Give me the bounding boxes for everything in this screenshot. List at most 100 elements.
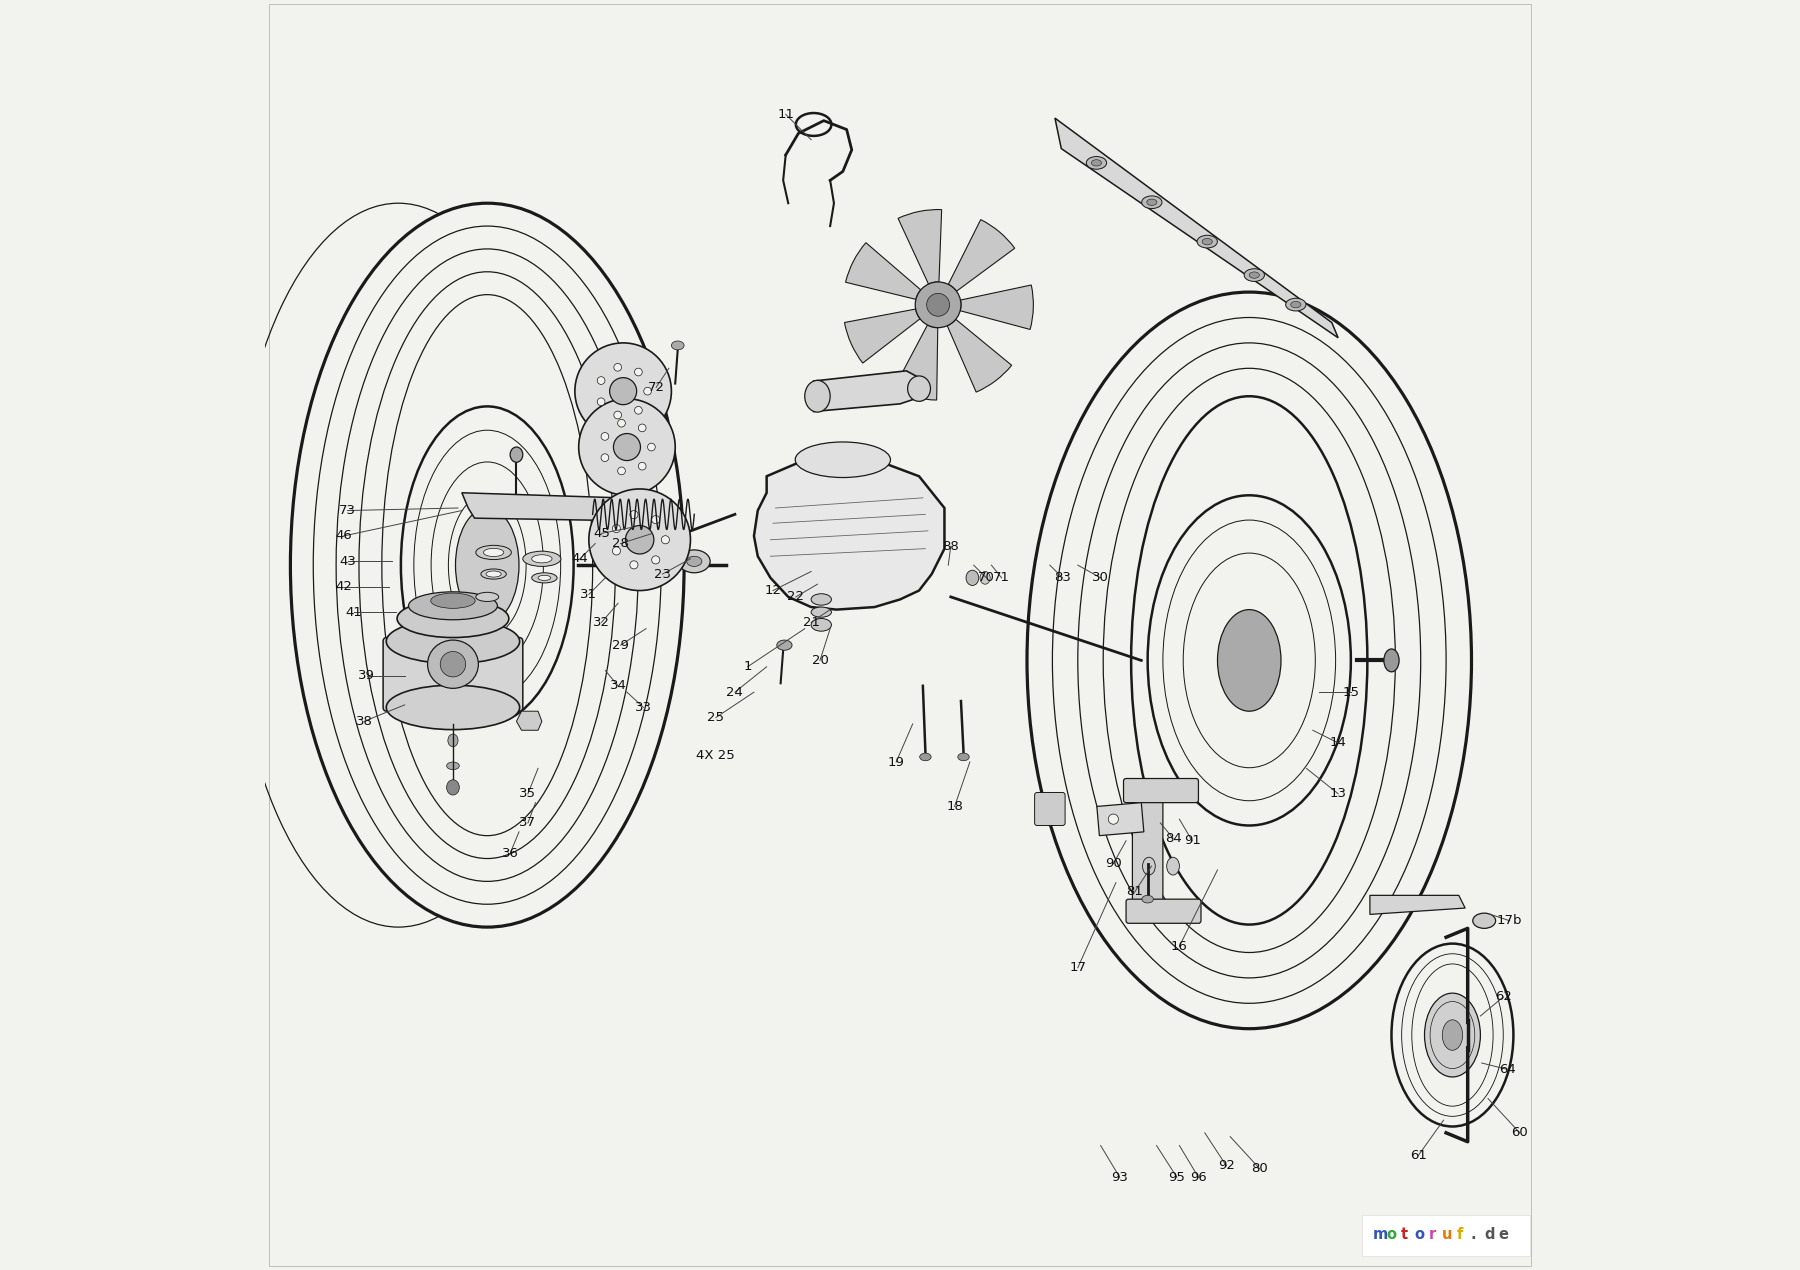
Ellipse shape — [531, 573, 558, 583]
Circle shape — [614, 411, 621, 419]
Text: 14: 14 — [1330, 737, 1346, 749]
Text: 36: 36 — [502, 847, 518, 860]
Text: 25: 25 — [707, 711, 724, 724]
Ellipse shape — [441, 652, 466, 677]
Ellipse shape — [1217, 610, 1282, 711]
Text: 13: 13 — [1330, 787, 1346, 800]
Circle shape — [648, 443, 655, 451]
Ellipse shape — [1291, 301, 1301, 307]
Text: 44: 44 — [572, 552, 589, 565]
Text: 24: 24 — [727, 686, 743, 699]
Ellipse shape — [448, 734, 457, 747]
Text: 64: 64 — [1499, 1063, 1516, 1076]
Ellipse shape — [387, 620, 520, 663]
Ellipse shape — [1028, 292, 1472, 1029]
Text: 4X 25: 4X 25 — [697, 749, 734, 762]
Text: u: u — [1442, 1227, 1453, 1242]
Text: 93: 93 — [1111, 1171, 1129, 1184]
FancyBboxPatch shape — [383, 638, 522, 711]
Polygon shape — [1096, 803, 1143, 836]
Ellipse shape — [1384, 649, 1399, 672]
Ellipse shape — [475, 592, 499, 602]
Circle shape — [644, 387, 652, 395]
Text: 30: 30 — [1093, 572, 1109, 584]
Wedge shape — [947, 319, 1012, 392]
Ellipse shape — [1087, 156, 1107, 169]
Ellipse shape — [1249, 272, 1260, 278]
Circle shape — [635, 406, 643, 414]
Text: 16: 16 — [1172, 940, 1188, 952]
Ellipse shape — [1141, 895, 1154, 903]
Circle shape — [914, 282, 961, 328]
Ellipse shape — [1091, 160, 1102, 166]
Text: 90: 90 — [1105, 857, 1121, 870]
Text: 20: 20 — [812, 654, 828, 667]
Circle shape — [598, 398, 605, 405]
Circle shape — [614, 433, 641, 461]
Ellipse shape — [979, 572, 990, 584]
Circle shape — [635, 368, 643, 376]
Polygon shape — [754, 457, 945, 610]
Ellipse shape — [509, 447, 522, 462]
Text: 83: 83 — [1055, 572, 1071, 584]
Ellipse shape — [1143, 857, 1156, 875]
Text: 22: 22 — [787, 591, 805, 603]
Circle shape — [578, 399, 675, 495]
Ellipse shape — [1141, 196, 1163, 208]
Text: 21: 21 — [803, 616, 819, 629]
Circle shape — [574, 343, 671, 439]
Ellipse shape — [1472, 913, 1496, 928]
FancyBboxPatch shape — [1132, 785, 1163, 917]
FancyBboxPatch shape — [1123, 779, 1199, 803]
Polygon shape — [463, 493, 626, 521]
Polygon shape — [1055, 118, 1337, 338]
Ellipse shape — [430, 593, 475, 608]
Text: 92: 92 — [1219, 1160, 1235, 1172]
Text: 33: 33 — [635, 701, 652, 714]
Circle shape — [617, 467, 625, 475]
Ellipse shape — [481, 569, 506, 579]
FancyBboxPatch shape — [1363, 1215, 1530, 1256]
Text: 11: 11 — [778, 108, 794, 121]
Text: 73: 73 — [338, 504, 356, 517]
Ellipse shape — [455, 508, 518, 622]
Text: 35: 35 — [520, 787, 536, 800]
Ellipse shape — [1442, 1020, 1463, 1050]
Wedge shape — [844, 309, 920, 363]
Text: f: f — [1456, 1227, 1463, 1242]
Text: 95: 95 — [1168, 1171, 1184, 1184]
Text: 19: 19 — [887, 756, 905, 768]
Ellipse shape — [778, 640, 792, 650]
Text: 88: 88 — [943, 540, 959, 552]
Text: 23: 23 — [653, 568, 671, 580]
Polygon shape — [517, 711, 542, 730]
Ellipse shape — [812, 607, 832, 617]
Circle shape — [589, 489, 691, 591]
Text: 45: 45 — [594, 527, 610, 540]
Text: 62: 62 — [1494, 991, 1512, 1003]
Ellipse shape — [484, 549, 504, 556]
Circle shape — [639, 424, 646, 432]
Ellipse shape — [812, 618, 832, 631]
Ellipse shape — [486, 572, 500, 577]
Text: 37: 37 — [520, 817, 536, 829]
Text: 43: 43 — [338, 555, 356, 568]
Ellipse shape — [401, 406, 574, 724]
Circle shape — [639, 462, 646, 470]
Wedge shape — [893, 325, 938, 400]
Circle shape — [612, 525, 621, 532]
Circle shape — [927, 293, 950, 316]
Text: 70: 70 — [977, 572, 995, 584]
Ellipse shape — [907, 376, 931, 401]
Ellipse shape — [967, 570, 979, 585]
Text: o: o — [1386, 1227, 1397, 1242]
Ellipse shape — [1244, 269, 1264, 282]
Circle shape — [601, 453, 608, 461]
Text: 29: 29 — [612, 639, 628, 652]
Text: d: d — [1485, 1227, 1494, 1242]
Ellipse shape — [522, 551, 562, 566]
Text: 81: 81 — [1127, 885, 1143, 898]
Circle shape — [661, 536, 670, 544]
Ellipse shape — [679, 550, 711, 573]
Text: 72: 72 — [648, 381, 664, 394]
